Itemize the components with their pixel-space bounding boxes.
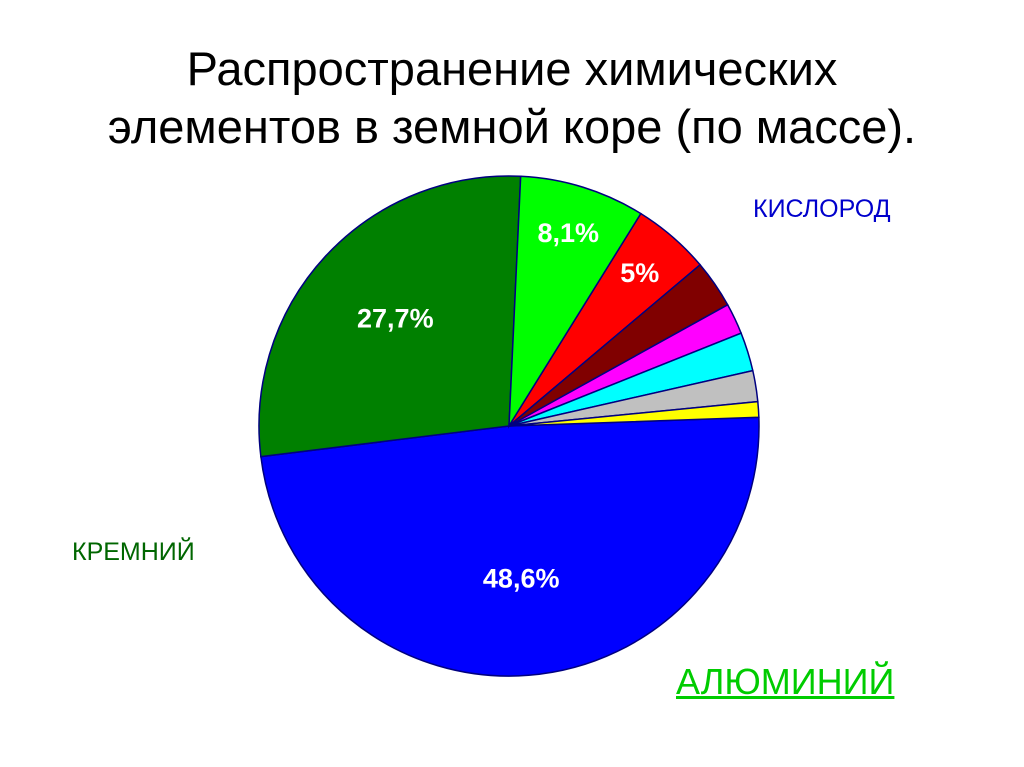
pie-slice-label-0: 48,6% <box>483 564 560 594</box>
pie-slice-0 <box>260 416 760 677</box>
pie-slice-label-1: 27,7% <box>357 304 434 334</box>
chart-title-line-2: элементов в земной коре (по массе). <box>107 100 917 153</box>
pie-slice-label-3: 5% <box>620 258 659 288</box>
silicon-label: КРЕМНИЙ <box>72 538 195 566</box>
pie-slice-1 <box>258 175 522 458</box>
aluminum-label[interactable]: АЛЮМИНИЙ <box>676 661 895 702</box>
oxygen-label: КИСЛОРОД <box>753 195 891 223</box>
pie-slices <box>258 175 760 677</box>
pie-slice-2 <box>508 175 642 429</box>
pie-slice-labels: 48,6% 27,7% 8,1% 5% <box>357 218 659 594</box>
chart-title: Распространение химических элементов в з… <box>0 40 1024 156</box>
pie-slice-label-2: 8,1% <box>538 218 600 248</box>
pie-slice-8 <box>508 400 760 427</box>
chart-title-line-1: Распространение химических <box>186 42 838 95</box>
